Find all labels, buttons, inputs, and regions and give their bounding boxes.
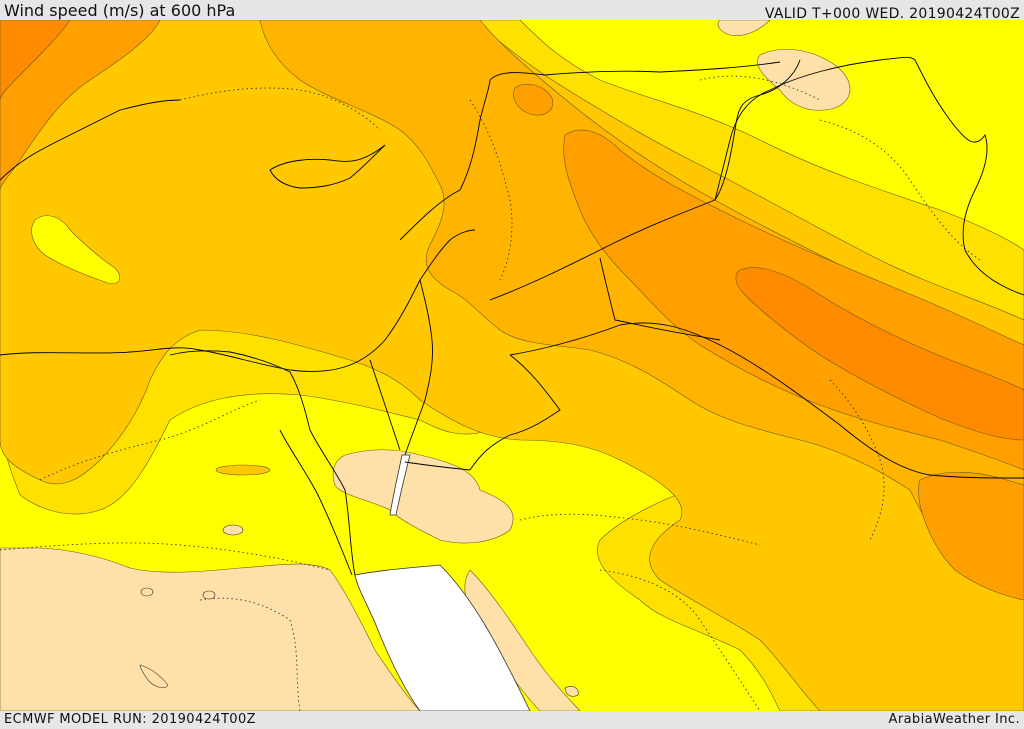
jordan-saudi-border [469, 354, 561, 471]
model-run: ECMWF MODEL RUN: 20190424T00Z [4, 712, 256, 727]
iraq-saudi-border [509, 322, 1024, 479]
valid-time: VALID T+000 WED. 20190424T00Z [764, 6, 1020, 22]
map-canvas [0, 20, 1024, 711]
levant-coast [404, 279, 433, 456]
field-below-range-sinai [332, 449, 514, 544]
gulf-of-aqaba [389, 454, 411, 516]
field-band-6-northwest [0, 20, 161, 191]
field-band-3 [0, 20, 1024, 711]
field-band-4 [259, 20, 1024, 601]
islands [139, 524, 579, 697]
field-band-5-southeast [918, 471, 1024, 601]
gulf-suez [279, 429, 353, 576]
field-band-1-turkey [31, 215, 120, 285]
field-band-5-blob [513, 83, 554, 116]
map-title: Wind speed (m/s) at 600 hPa [4, 1, 236, 20]
credit: ArabiaWeather Inc. [888, 712, 1020, 727]
syria-turkey-border [399, 79, 491, 241]
aegean-coast [0, 99, 181, 181]
iraq-iran-border [714, 56, 1024, 296]
field-below-range-ne [717, 20, 771, 36]
cyprus [269, 144, 386, 189]
field-band-6 [735, 267, 1024, 441]
turkey-south-coast [0, 279, 421, 372]
field-band-7-northwest [0, 20, 71, 101]
iraq-syria-north [489, 61, 781, 81]
borders-and-coasts [0, 56, 1024, 576]
wind-speed-map[interactable] [0, 20, 1024, 711]
lebanon [419, 229, 476, 281]
header-bar: Wind speed (m/s) at 600 hPa VALID T+000 … [0, 0, 1024, 22]
sinai-border [289, 371, 356, 576]
egypt-israel-border [369, 359, 401, 451]
field-below-range-iran [757, 49, 851, 111]
red-sea [354, 564, 531, 711]
nile-delta-coast [169, 350, 291, 373]
field-below-range-egypt [0, 547, 421, 711]
saudi-jordan-aqaba [404, 461, 471, 471]
field-band-3-blob [215, 464, 271, 476]
footer-bar: ECMWF MODEL RUN: 20190424T00Z ArabiaWeat… [0, 711, 1024, 729]
iraq-kuwait-border [624, 321, 721, 341]
internal-boundaries [0, 75, 981, 711]
jordan-iraq-border [599, 257, 626, 323]
